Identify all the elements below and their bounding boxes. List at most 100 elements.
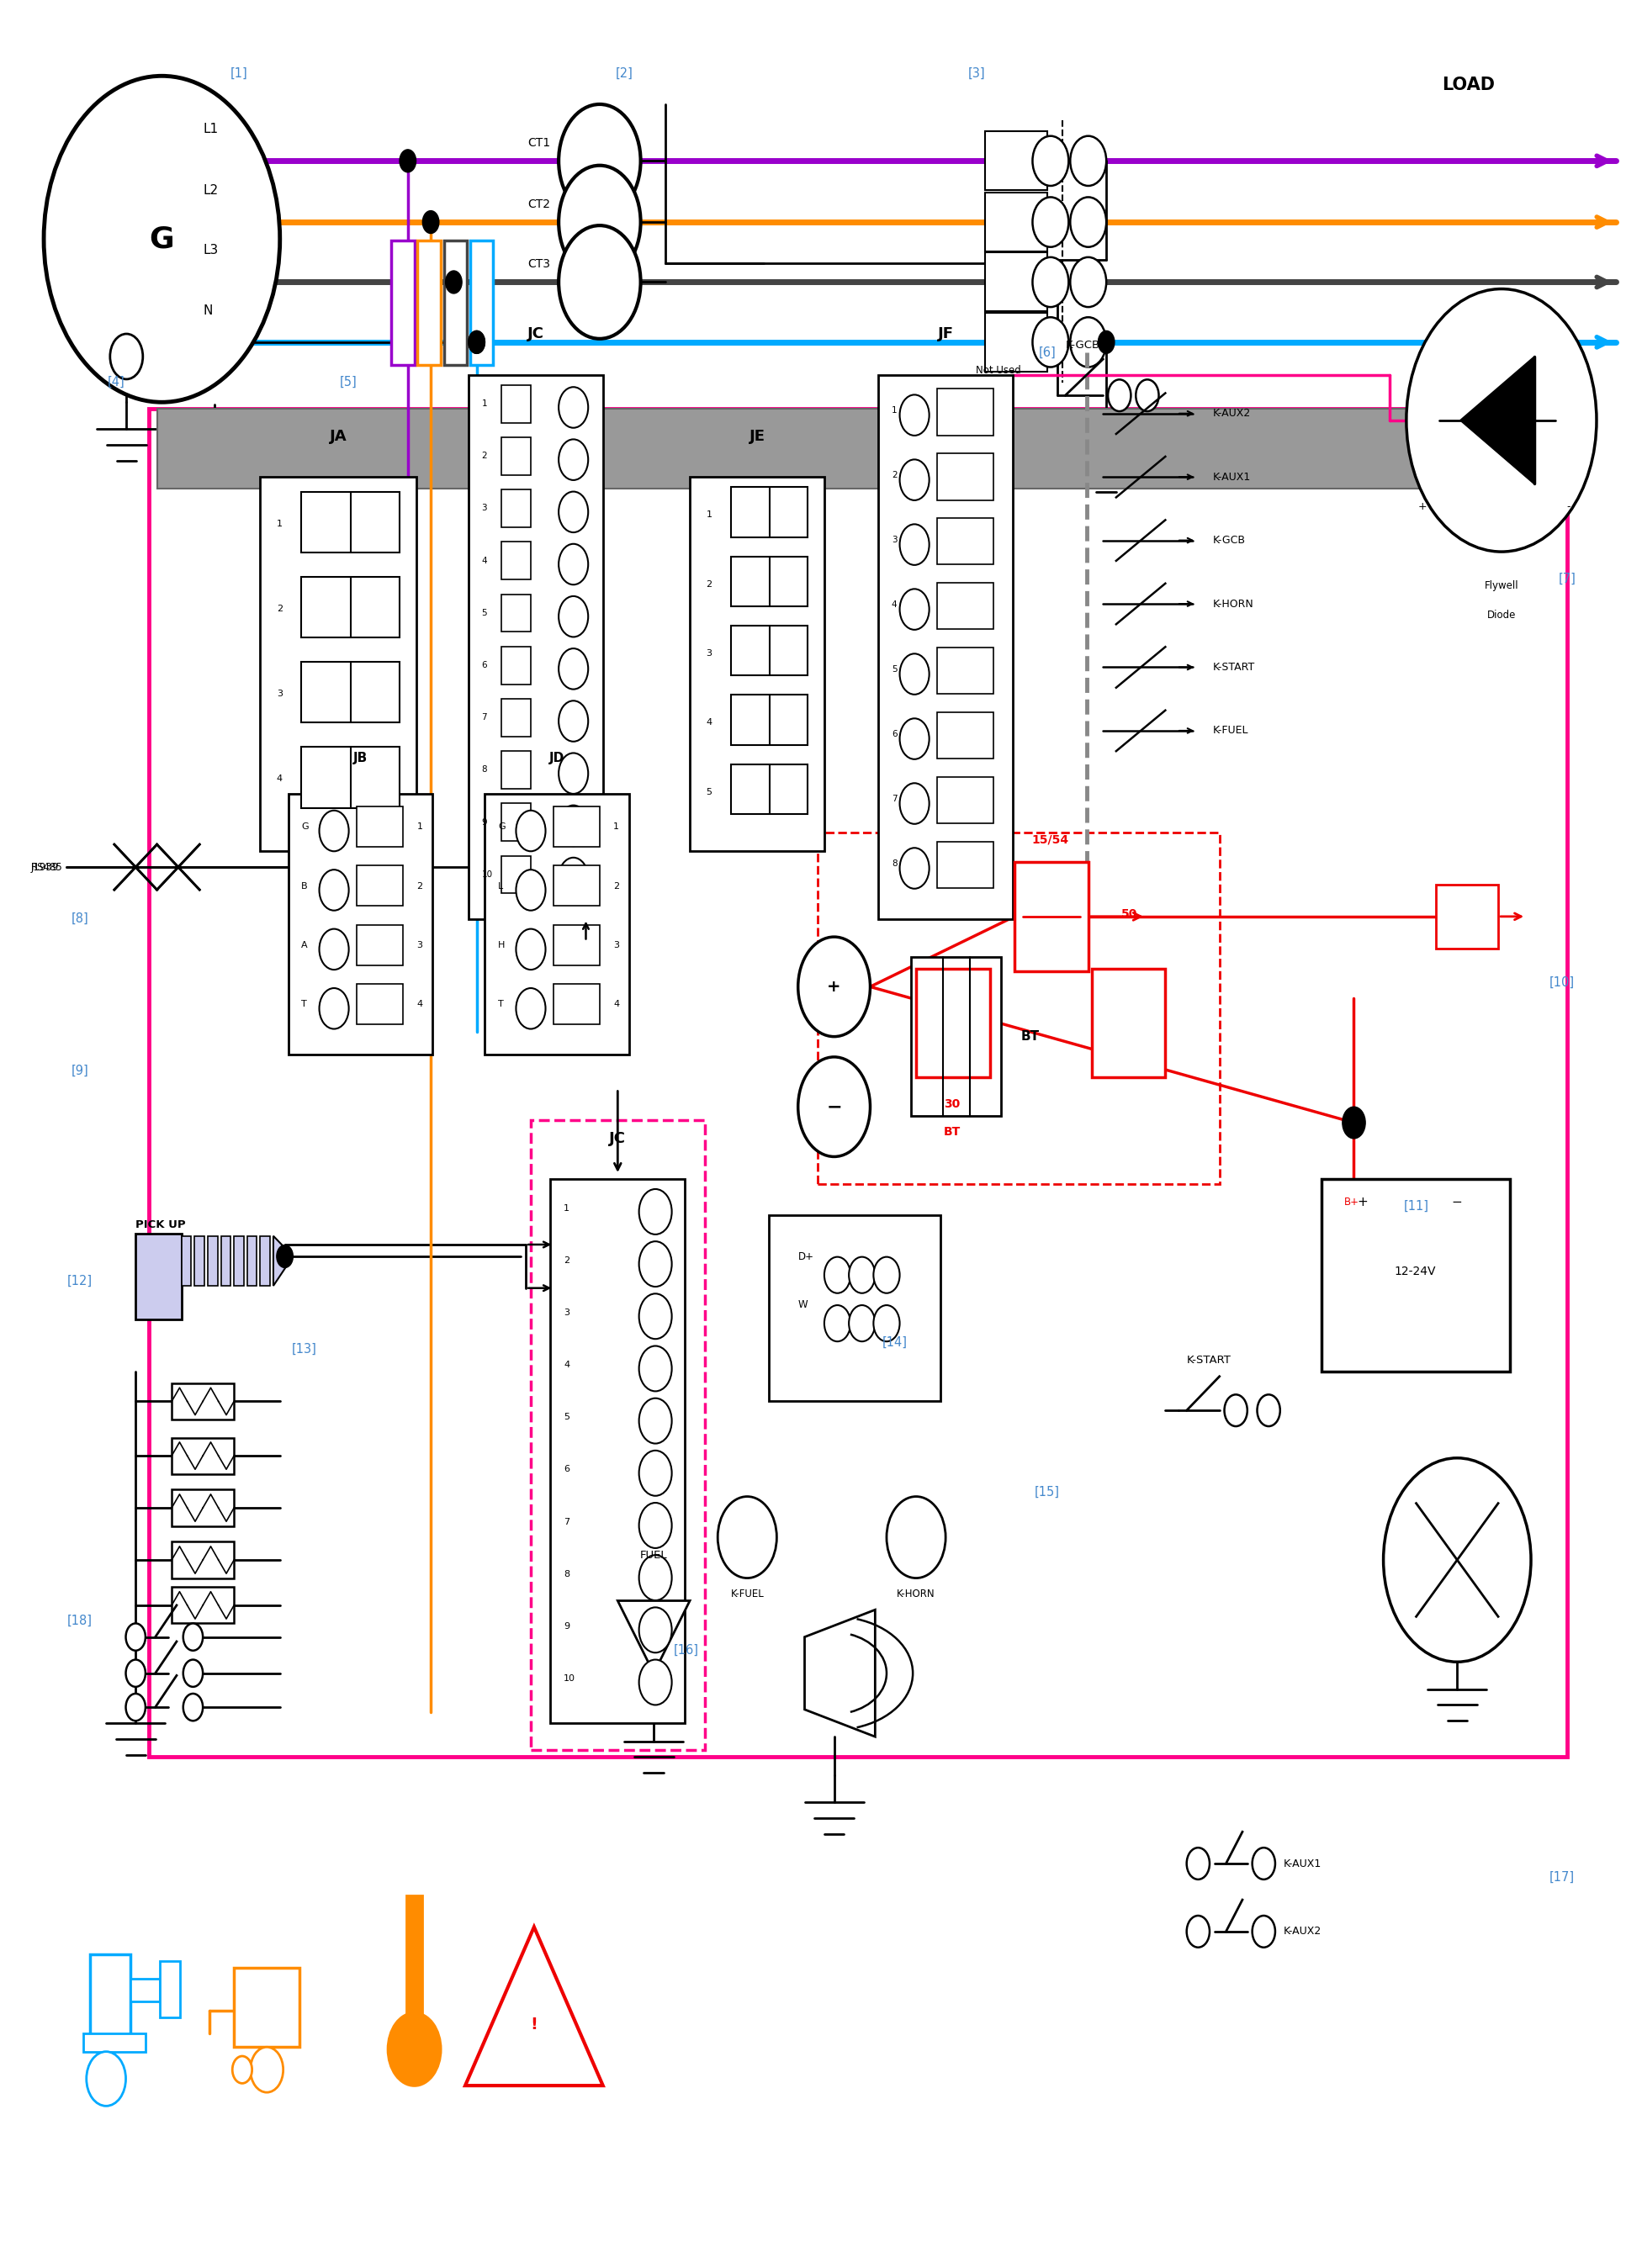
Text: JE: JE	[749, 429, 765, 445]
Bar	[985, 313, 1048, 372]
Text: T: T	[300, 1000, 307, 1009]
Text: CT2: CT2	[527, 197, 550, 211]
Bar	[938, 712, 993, 760]
Text: [16]: [16]	[673, 1644, 699, 1658]
Bar	[731, 556, 808, 606]
Text: [11]: [11]	[1404, 1200, 1429, 1213]
Circle shape	[1187, 1916, 1210, 1948]
Text: Diode: Diode	[1488, 610, 1516, 621]
Circle shape	[388, 2014, 440, 2087]
Bar	[553, 925, 599, 964]
Circle shape	[184, 1624, 204, 1651]
Bar	[195, 1236, 205, 1286]
Text: K-GCB: K-GCB	[1213, 535, 1246, 547]
Circle shape	[558, 440, 588, 481]
Text: 2: 2	[614, 882, 619, 889]
Text: 7: 7	[563, 1517, 570, 1526]
Bar	[550, 1179, 685, 1724]
Circle shape	[1033, 197, 1069, 247]
Bar	[553, 807, 599, 846]
Circle shape	[874, 1256, 900, 1293]
Text: K-START: K-START	[1187, 1354, 1232, 1365]
Text: 1: 1	[276, 519, 282, 528]
Circle shape	[1225, 1395, 1248, 1427]
Text: 2: 2	[276, 606, 282, 612]
Bar	[1322, 1179, 1509, 1372]
Circle shape	[1071, 197, 1107, 247]
Circle shape	[639, 1345, 672, 1390]
Circle shape	[558, 544, 588, 585]
Bar	[501, 855, 530, 894]
Circle shape	[319, 869, 348, 909]
Text: L1: L1	[204, 122, 218, 136]
Circle shape	[1071, 318, 1107, 367]
Text: [8]: [8]	[71, 912, 89, 925]
Circle shape	[233, 2057, 251, 2084]
Bar	[356, 925, 402, 964]
Text: 4: 4	[417, 1000, 422, 1009]
Text: 5: 5	[481, 608, 488, 617]
Circle shape	[558, 596, 588, 637]
Bar	[149, 408, 1566, 1758]
Bar	[731, 626, 808, 676]
Circle shape	[558, 166, 640, 279]
Circle shape	[639, 1452, 672, 1497]
Circle shape	[824, 1256, 851, 1293]
Text: K-START: K-START	[1213, 662, 1254, 674]
Text: −: −	[826, 1098, 842, 1116]
Text: [13]: [13]	[292, 1343, 317, 1356]
Text: JC: JC	[609, 1132, 626, 1145]
Text: 1: 1	[481, 399, 488, 408]
Bar	[1092, 968, 1166, 1077]
Text: +: +	[828, 980, 841, 996]
Text: 1: 1	[706, 510, 713, 519]
Circle shape	[110, 333, 143, 379]
Circle shape	[422, 211, 438, 234]
Text: A: A	[300, 941, 307, 950]
Circle shape	[558, 225, 640, 338]
Text: G: G	[498, 823, 506, 830]
Circle shape	[44, 75, 279, 401]
Circle shape	[319, 989, 348, 1030]
Circle shape	[319, 930, 348, 971]
Text: -: -	[1566, 501, 1571, 513]
Bar	[172, 1542, 235, 1579]
Polygon shape	[273, 1236, 292, 1286]
Bar	[300, 576, 399, 637]
Bar	[300, 746, 399, 807]
Circle shape	[1187, 1848, 1210, 1880]
Text: K-HORN: K-HORN	[1213, 599, 1254, 610]
Circle shape	[639, 1660, 672, 1706]
Circle shape	[900, 653, 929, 694]
Text: 6: 6	[892, 730, 897, 739]
Text: J1939: J1939	[31, 862, 59, 873]
Text: K-AUX1: K-AUX1	[1284, 1857, 1322, 1869]
Bar	[1015, 862, 1089, 971]
Text: [6]: [6]	[1038, 347, 1056, 358]
Text: 3: 3	[276, 689, 282, 699]
Bar	[484, 794, 629, 1055]
Text: 4: 4	[892, 601, 897, 610]
Text: 1: 1	[614, 823, 619, 830]
Text: 4: 4	[563, 1361, 570, 1370]
Text: [12]: [12]	[67, 1275, 92, 1288]
Text: JF: JF	[938, 327, 954, 342]
Circle shape	[1033, 136, 1069, 186]
Text: 2: 2	[481, 451, 488, 460]
Circle shape	[1253, 1848, 1276, 1880]
Text: L2: L2	[204, 184, 218, 197]
Text: K-GCB: K-GCB	[1066, 340, 1100, 352]
Circle shape	[516, 810, 545, 850]
Bar	[235, 1236, 245, 1286]
Circle shape	[1071, 256, 1107, 306]
Bar	[391, 240, 414, 365]
Text: CT1: CT1	[527, 136, 550, 150]
Text: T: T	[498, 1000, 504, 1009]
Circle shape	[1343, 1107, 1366, 1139]
Bar	[938, 517, 993, 565]
Circle shape	[900, 848, 929, 889]
Polygon shape	[805, 1610, 875, 1737]
Circle shape	[250, 2048, 282, 2093]
Bar	[443, 240, 466, 365]
Bar	[501, 386, 530, 422]
